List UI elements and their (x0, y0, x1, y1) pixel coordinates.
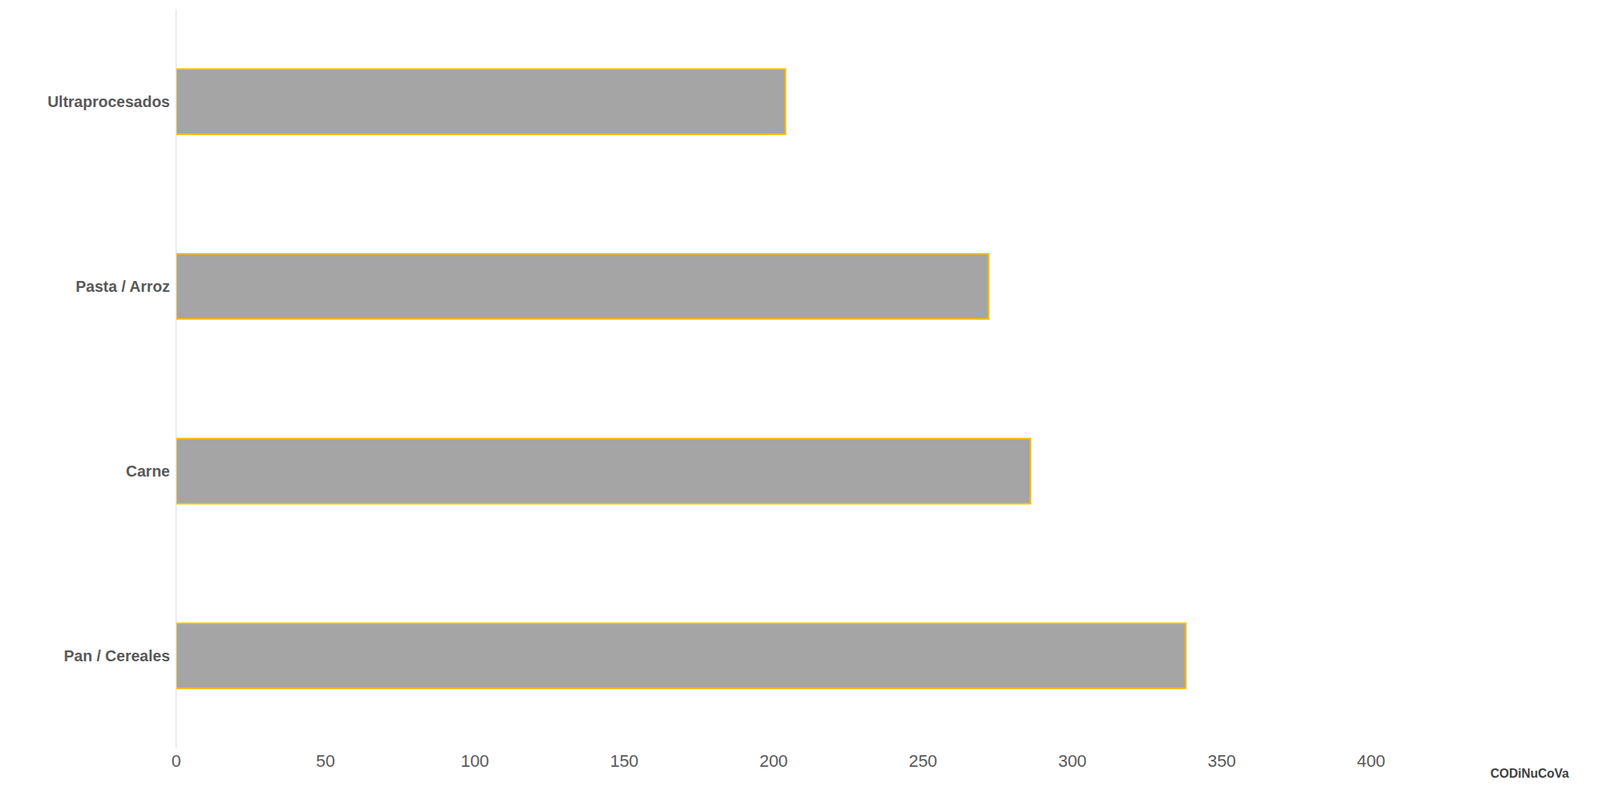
svg-text:400: 400 (1357, 751, 1386, 771)
svg-text:Carne: Carne (125, 462, 170, 480)
svg-text:150: 150 (609, 751, 639, 771)
svg-text:200: 200 (759, 751, 789, 771)
svg-text:300: 300 (1058, 751, 1088, 771)
svg-text:Pasta / Arroz: Pasta / Arroz (75, 277, 170, 295)
svg-text:0: 0 (171, 751, 181, 771)
svg-text:250: 250 (908, 751, 938, 771)
svg-text:Ultraprocesados: Ultraprocesados (47, 93, 170, 111)
html-text:CODiNuCoVa: CODiNuCoVa (1490, 766, 1569, 780)
svg-text:50: 50 (315, 751, 335, 771)
svg-text:Pan / Cereales: Pan / Cereales (63, 647, 170, 665)
svg-text:350: 350 (1207, 751, 1237, 771)
svg-text:100: 100 (460, 751, 490, 771)
